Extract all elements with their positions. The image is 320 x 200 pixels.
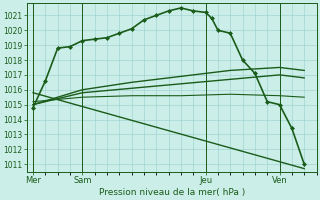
X-axis label: Pression niveau de la mer( hPa ): Pression niveau de la mer( hPa ) — [99, 188, 245, 197]
